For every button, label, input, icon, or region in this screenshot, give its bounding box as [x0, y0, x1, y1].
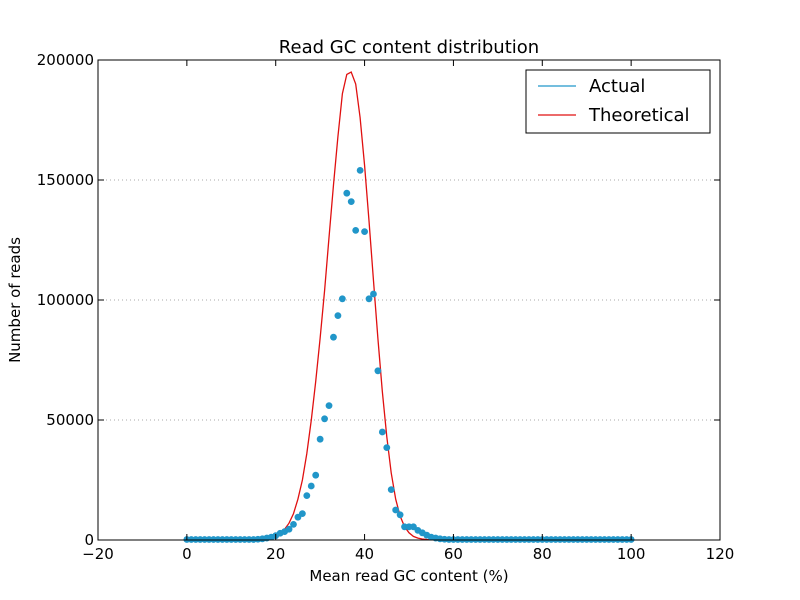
data-point-actual	[352, 227, 360, 234]
data-point-actual	[312, 471, 320, 479]
data-point-actual	[396, 511, 404, 519]
data-point-actual	[307, 482, 315, 490]
data-point-actual	[338, 295, 346, 303]
y-tick-label: 0	[84, 531, 94, 549]
legend: Actual Theoretical	[525, 69, 711, 134]
x-axis-label: Mean read GC content (%)	[309, 567, 508, 585]
data-point-actual	[392, 506, 400, 514]
y-tick-label: 200000	[37, 51, 94, 69]
chart-title: Read GC content distribution	[279, 37, 539, 58]
x-tick-label: 20	[266, 545, 285, 563]
x-tick-label: 120	[706, 545, 735, 563]
x-tick-label: −20	[82, 545, 114, 563]
y-tick-label: 100000	[37, 291, 94, 309]
x-tick-label: 40	[355, 545, 374, 563]
data-point-actual	[298, 510, 306, 517]
data-point-actual	[303, 492, 311, 499]
legend-label-actual: Actual	[589, 76, 645, 97]
data-point-actual	[343, 189, 351, 197]
axis-ticks: −20 0 20 40 60 80 100 1200500001000001500002000…	[37, 51, 735, 563]
data-point-actual	[361, 228, 368, 236]
series-line-theoretical	[186, 71, 632, 541]
data-point-actual	[370, 290, 377, 298]
data-point-actual	[347, 198, 355, 206]
data-point-actual	[378, 428, 386, 436]
data-point-actual	[330, 333, 337, 341]
data-point-actual	[334, 312, 342, 319]
data-point-actual	[365, 295, 373, 303]
data-point-actual	[387, 486, 395, 493]
data-point-actual	[316, 435, 324, 443]
grid-lines	[98, 179, 720, 421]
x-tick-label: 60	[444, 545, 463, 563]
data-point-actual	[374, 367, 382, 375]
data-point-actual	[383, 444, 391, 451]
data-point-actual	[290, 521, 297, 528]
y-tick-label: 150000	[37, 171, 94, 189]
data-point-actual	[285, 525, 293, 533]
x-tick-label: 100	[617, 545, 646, 563]
y-axis-label: Number of reads	[6, 237, 24, 363]
series-layer	[183, 71, 635, 543]
legend-label-theoretical: Theoretical	[588, 105, 690, 126]
x-tick-label: 80	[533, 545, 552, 563]
legend-box	[525, 69, 711, 134]
data-point-actual	[356, 167, 364, 174]
data-point-actual	[321, 415, 328, 423]
y-tick-label: 50000	[46, 411, 94, 429]
x-tick-label: 0	[182, 545, 192, 563]
data-point-actual	[325, 402, 333, 409]
